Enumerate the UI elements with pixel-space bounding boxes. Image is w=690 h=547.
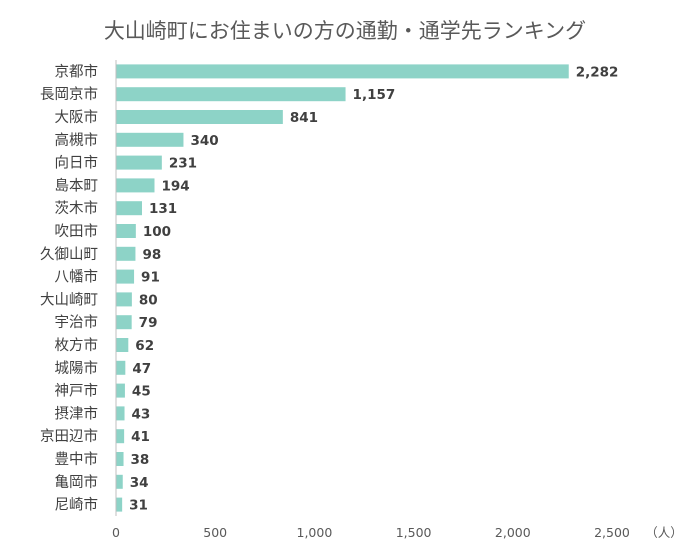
value-label: 38 <box>131 452 150 468</box>
category-label: 城陽市 <box>55 360 99 377</box>
bar-12 <box>116 315 132 330</box>
category-label: 吹田市 <box>55 223 99 240</box>
category-labels: 京都市長岡京市大阪市高槻市向日市島本町茨木市吹田市久御山町八幡市大山崎町宇治市枚… <box>40 63 98 513</box>
bar-2 <box>116 87 346 102</box>
value-label: 1,157 <box>353 87 396 103</box>
category-label: 宇治市 <box>55 314 99 331</box>
value-label: 98 <box>142 247 161 263</box>
category-label: 長岡京市 <box>40 86 98 103</box>
bar-17 <box>116 429 125 444</box>
bar-20 <box>116 497 123 512</box>
bar-13 <box>116 338 129 352</box>
value-label: 231 <box>169 156 197 172</box>
bar-14 <box>116 360 126 375</box>
bar-5 <box>116 155 162 170</box>
category-label: 大阪市 <box>55 109 99 126</box>
category-label: 神戸市 <box>55 383 99 400</box>
value-label: 2,282 <box>576 64 619 80</box>
value-label: 62 <box>135 338 154 354</box>
bar-18 <box>116 452 124 466</box>
bar-4 <box>116 132 184 147</box>
value-label: 41 <box>131 429 150 445</box>
category-label: 亀岡市 <box>55 474 99 491</box>
value-label: 31 <box>129 498 148 514</box>
category-label: 高槻市 <box>55 132 99 149</box>
category-label: 向日市 <box>55 155 99 172</box>
bar-7 <box>116 201 142 216</box>
value-label: 80 <box>139 292 158 308</box>
value-label: 131 <box>149 201 177 217</box>
category-label: 京都市 <box>55 63 99 80</box>
x-tick-label: 1,000 <box>297 525 333 540</box>
bar-1 <box>116 64 569 79</box>
value-label: 79 <box>139 315 158 331</box>
category-label: 枚方市 <box>55 337 99 354</box>
value-label: 340 <box>190 133 218 149</box>
unit-label: （人） <box>645 525 683 540</box>
category-label: 八幡市 <box>55 269 99 286</box>
x-tick-label: 2,000 <box>495 525 531 540</box>
value-label: 194 <box>161 178 189 194</box>
value-label: 100 <box>143 224 171 240</box>
bar-9 <box>116 246 136 261</box>
value-labels: 2,282 1,157 841 340 231 194 131 100 98 91 80 79 62 47… <box>129 64 618 513</box>
bar-3 <box>116 110 283 124</box>
category-label: 尼崎市 <box>55 497 99 514</box>
value-label: 34 <box>130 475 149 491</box>
x-tick-label: 0 <box>112 525 120 540</box>
bar-15 <box>116 383 125 398</box>
value-label: 43 <box>132 406 151 422</box>
chart-title: 大山崎町にお住まいの方の通勤・通学先ランキング <box>104 19 586 43</box>
bar-16 <box>116 406 125 421</box>
x-axis: 0 500 1,000 1,500 2,000 2,500 <box>112 60 630 540</box>
x-tick-label: 2,500 <box>594 525 630 540</box>
category-label: 京田辺市 <box>40 428 98 445</box>
value-label: 45 <box>132 384 151 400</box>
bars-group <box>116 64 569 512</box>
x-tick-label: 1,500 <box>396 525 432 540</box>
category-label: 摂津市 <box>55 405 99 422</box>
value-label: 47 <box>132 361 151 377</box>
bar-11 <box>116 292 132 307</box>
bar-10 <box>116 269 135 284</box>
x-tick-label: 500 <box>203 525 227 540</box>
bar-8 <box>116 224 136 238</box>
category-label: 豊中市 <box>55 451 99 468</box>
category-label: 島本町 <box>55 177 99 194</box>
category-label: 大山崎町 <box>40 291 98 308</box>
value-label: 841 <box>290 110 318 126</box>
bar-6 <box>116 178 155 193</box>
category-label: 久御山町 <box>40 246 98 263</box>
category-label: 茨木市 <box>55 200 99 217</box>
value-label: 91 <box>141 270 160 286</box>
bar-19 <box>116 474 123 489</box>
